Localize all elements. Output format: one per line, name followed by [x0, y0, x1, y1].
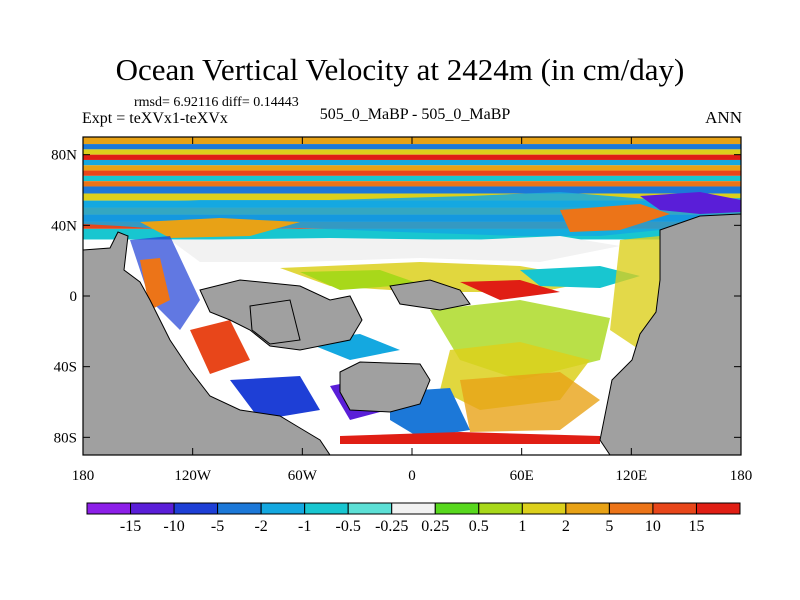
colorbar-label-1: -10 [163, 518, 184, 535]
land-central-inner [249, 299, 301, 345]
land-equatorial-island [389, 279, 471, 311]
field-patch-orange-nw [140, 218, 300, 238]
colorbar-label-3: -2 [254, 518, 267, 535]
y-tick-label-4: 80S [54, 430, 77, 446]
colorbar-swatch-2 [173, 502, 219, 515]
colorbar-swatch-13 [652, 502, 697, 515]
x-tick-label-6: 180 [730, 468, 753, 484]
colorbar-swatch-12 [608, 502, 654, 515]
zonal-band-4 [83, 159, 741, 166]
colorbar-label-11: 5 [605, 518, 613, 535]
colorbar-swatch-4 [260, 502, 306, 515]
colorbar-swatch-3 [217, 502, 262, 515]
zonal-band-15 [83, 228, 741, 240]
colorbar-label-8: 0.5 [469, 518, 489, 535]
experiment-name: 505_0_MaBP - 505_0_MaBP [319, 106, 511, 123]
zonal-band-5 [83, 165, 741, 171]
y-tick-label-0: 80N [51, 148, 77, 164]
colorbar-swatch-11 [565, 502, 610, 515]
field-patch-blue-west [230, 376, 320, 420]
colorbar-label-2: -5 [211, 518, 224, 535]
field-patch-orange-south [460, 372, 600, 432]
x-tick-label-4: 60E [510, 468, 534, 484]
land-southern-continent [339, 361, 431, 413]
field-patch-red-west [190, 320, 250, 374]
colorbar-swatch-8 [434, 502, 480, 515]
y-tick-label-1: 40N [51, 218, 77, 234]
field-patch-purple-ne [640, 192, 741, 214]
field-patch-orange-ne [560, 204, 670, 232]
field-patch-white-band [170, 236, 620, 262]
field-patch-green-equator [300, 270, 420, 290]
x-tick-label-0: 180 [72, 468, 95, 484]
field-patch-yellow-east [610, 236, 660, 350]
field-patch-cyan-equator [520, 266, 640, 288]
chart-title: Ocean Vertical Velocity at 2424m (in cm/… [115, 52, 685, 87]
colorbar-swatch-5 [304, 502, 349, 515]
colorbar-label-7: 0.25 [421, 518, 449, 535]
colorbar-label-13: 15 [688, 518, 704, 535]
zonal-band-6 [83, 170, 741, 176]
rmsd-diff-stats: rmsd= 6.92116 diff= 0.14443 [134, 95, 299, 110]
zonal-band-7 [83, 175, 741, 182]
x-axis: 180 120W 60W 0 60E 120E 180 [72, 137, 753, 484]
colorbar-swatch-6 [347, 502, 393, 515]
colorbar-label-4: -1 [298, 518, 311, 535]
y-axis: 80N 40N 0 40S 80S [51, 148, 741, 446]
season-label: ANN [705, 108, 742, 127]
colorbar-label-5: -0.5 [336, 518, 361, 535]
land-americas-west [83, 231, 331, 455]
colorbar-label-6: -0.25 [375, 518, 408, 535]
zonal-band-10 [83, 193, 741, 201]
colorbar: -15 -10 -5 -2 -1 -0.5 -0.25 0.25 0.5 1 2 5 10 15 [86, 502, 741, 535]
colorbar-label-0: -15 [120, 518, 141, 535]
y-tick-label-2: 0 [70, 289, 78, 305]
colorbar-swatch-9 [478, 502, 523, 515]
colorbar-swatch-10 [521, 502, 567, 515]
colorbar-swatch-0 [86, 502, 132, 515]
field-patch-red-equator [460, 280, 560, 300]
colorbar-swatch-14 [695, 502, 741, 515]
land-masses [83, 213, 741, 455]
x-tick-label-3: 0 [408, 468, 416, 484]
colorbar-swatch-7 [391, 502, 436, 515]
zonal-band-9 [83, 186, 741, 194]
land-east-continent [599, 213, 741, 455]
zonal-band-3 [83, 154, 741, 160]
zonal-band-8 [83, 181, 741, 187]
colorbar-label-9: 1 [518, 518, 526, 535]
zonal-band-2 [83, 149, 741, 155]
zonal-band-1 [83, 144, 741, 150]
colorbar-label-12: 10 [645, 518, 661, 535]
field-patch-red-southern-edge [340, 432, 600, 444]
x-tick-label-2: 60W [288, 468, 318, 484]
colorbar-label-10: 2 [562, 518, 570, 535]
experiment-label: Expt = teXVx1-teXVx [82, 110, 228, 127]
y-tick-label-3: 40S [54, 360, 77, 376]
x-tick-label-1: 120W [174, 468, 212, 484]
colorbar-swatch-1 [130, 502, 175, 515]
x-tick-label-5: 120E [615, 468, 647, 484]
